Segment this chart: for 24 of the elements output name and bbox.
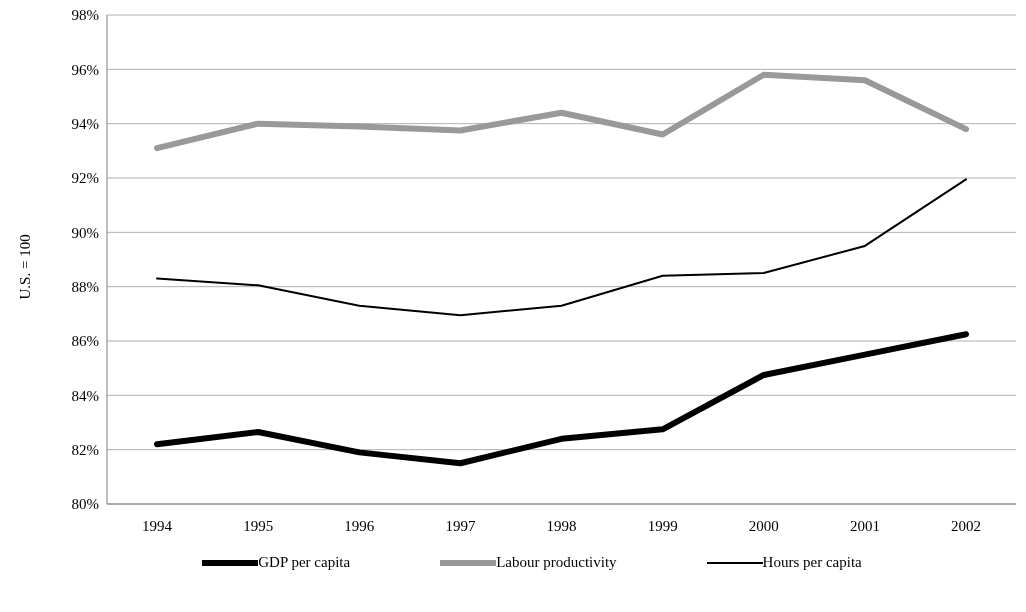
y-tick-label: 92% bbox=[71, 170, 99, 187]
y-tick-label: 98% bbox=[71, 7, 99, 24]
y-axis-title: U.S. = 100 bbox=[17, 234, 34, 300]
y-tick-label: 88% bbox=[71, 278, 99, 295]
y-tick-label: 82% bbox=[71, 441, 99, 458]
legend-label: Labour productivity bbox=[496, 554, 617, 571]
x-tick-label: 1996 bbox=[344, 517, 375, 534]
x-tick-label: 1997 bbox=[445, 517, 476, 534]
y-tick-label: 96% bbox=[71, 61, 99, 78]
x-tick-label: 1998 bbox=[546, 517, 577, 534]
legend-label: GDP per capita bbox=[258, 554, 351, 571]
x-tick-label: 1994 bbox=[142, 517, 173, 534]
line-series bbox=[156, 178, 967, 317]
x-tick-label: 2002 bbox=[951, 517, 981, 534]
x-tick-label: 2000 bbox=[748, 517, 779, 534]
y-tick-label: 84% bbox=[71, 387, 99, 404]
x-tick-label: 2001 bbox=[849, 517, 880, 534]
y-tick-label: 86% bbox=[71, 333, 99, 350]
y-tick-label: 90% bbox=[71, 224, 99, 241]
legend-label: Hours per capita bbox=[762, 554, 862, 571]
x-tick-label: 1999 bbox=[647, 517, 678, 534]
y-tick-label: 80% bbox=[71, 496, 99, 513]
x-tick-label: 1995 bbox=[243, 517, 274, 534]
y-tick-label: 94% bbox=[71, 115, 99, 132]
